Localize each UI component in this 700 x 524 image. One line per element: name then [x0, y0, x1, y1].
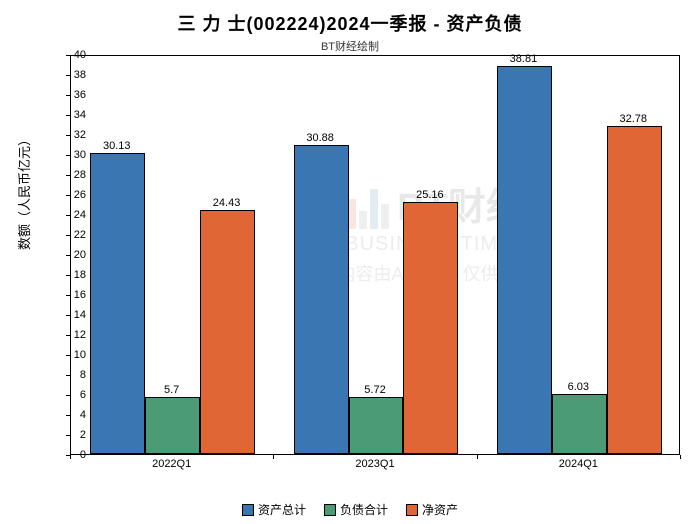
bar-value-label: 6.03: [568, 381, 589, 393]
legend-swatch: [242, 504, 254, 516]
bar-value-label: 24.43: [213, 197, 241, 209]
y-tick-label: 16: [61, 289, 86, 301]
y-tick-mark: [66, 395, 70, 396]
y-tick-label: 30: [61, 149, 86, 161]
x-tick-label: 2022Q1: [152, 458, 191, 470]
bar: [145, 397, 200, 454]
bar: [403, 202, 458, 454]
y-tick-label: 8: [61, 369, 86, 381]
y-tick-mark: [66, 435, 70, 436]
bar-value-label: 25.16: [416, 189, 444, 201]
legend-label: 负债合计: [340, 501, 388, 518]
chart-title: 三 力 士(002224)2024一季报 - 资产负债: [0, 0, 700, 36]
y-tick-label: 24: [61, 209, 86, 221]
y-tick-mark: [66, 275, 70, 276]
bar-value-label: 5.72: [364, 384, 385, 396]
legend-swatch: [324, 504, 336, 516]
bar-value-label: 5.7: [164, 384, 179, 396]
y-tick-mark: [66, 295, 70, 296]
legend-item: 负债合计: [324, 501, 388, 518]
legend-label: 净资产: [422, 501, 458, 518]
bar-value-label: 30.13: [103, 140, 131, 152]
x-tick-mark: [273, 455, 274, 459]
y-tick-label: 32: [61, 129, 86, 141]
bar-value-label: 32.78: [619, 113, 647, 125]
y-tick-mark: [66, 415, 70, 416]
y-tick-label: 34: [61, 109, 86, 121]
chart-subtitle: BT财经绘制: [0, 38, 700, 54]
x-tick-label: 2023Q1: [355, 458, 394, 470]
x-tick-mark: [680, 455, 681, 459]
y-tick-label: 14: [61, 309, 86, 321]
legend-swatch: [406, 504, 418, 516]
x-tick-mark: [477, 455, 478, 459]
bar-value-label: 38.81: [510, 53, 538, 65]
legend: 资产总计 负债合计 净资产: [242, 501, 458, 518]
y-tick-mark: [66, 335, 70, 336]
y-tick-label: 28: [61, 169, 86, 181]
x-tick-mark: [70, 455, 71, 459]
y-tick-mark: [66, 115, 70, 116]
bar: [497, 66, 552, 454]
bar: [349, 397, 404, 454]
y-tick-mark: [66, 75, 70, 76]
y-tick-mark: [66, 135, 70, 136]
y-tick-mark: [66, 355, 70, 356]
bar: [294, 145, 349, 454]
y-tick-mark: [66, 195, 70, 196]
bar-value-label: 30.88: [306, 132, 334, 144]
y-tick-mark: [66, 255, 70, 256]
bar: [607, 126, 662, 454]
y-tick-label: 26: [61, 189, 86, 201]
y-tick-mark: [66, 235, 70, 236]
y-tick-label: 10: [61, 349, 86, 361]
y-tick-label: 18: [61, 269, 86, 281]
watermark-logo-icon: [348, 189, 389, 229]
legend-item: 资产总计: [242, 501, 306, 518]
x-tick-label: 2024Q1: [559, 458, 598, 470]
y-axis-label: 数额（人民币亿元）: [14, 133, 33, 250]
y-tick-label: 12: [61, 329, 86, 341]
y-tick-label: 38: [61, 69, 86, 81]
bar: [552, 394, 607, 454]
y-tick-label: 36: [61, 89, 86, 101]
y-tick-label: 40: [61, 49, 86, 61]
y-tick-label: 2: [61, 429, 86, 441]
y-tick-mark: [66, 375, 70, 376]
y-tick-mark: [66, 55, 70, 56]
y-tick-mark: [66, 315, 70, 316]
y-tick-label: 0: [61, 449, 86, 461]
bar: [90, 153, 145, 454]
y-tick-label: 20: [61, 249, 86, 261]
y-tick-label: 4: [61, 409, 86, 421]
y-tick-mark: [66, 215, 70, 216]
legend-label: 资产总计: [258, 501, 306, 518]
y-tick-label: 6: [61, 389, 86, 401]
legend-item: 净资产: [406, 501, 458, 518]
y-tick-mark: [66, 155, 70, 156]
y-tick-label: 22: [61, 229, 86, 241]
bar: [200, 210, 255, 454]
y-tick-mark: [66, 95, 70, 96]
y-tick-mark: [66, 175, 70, 176]
